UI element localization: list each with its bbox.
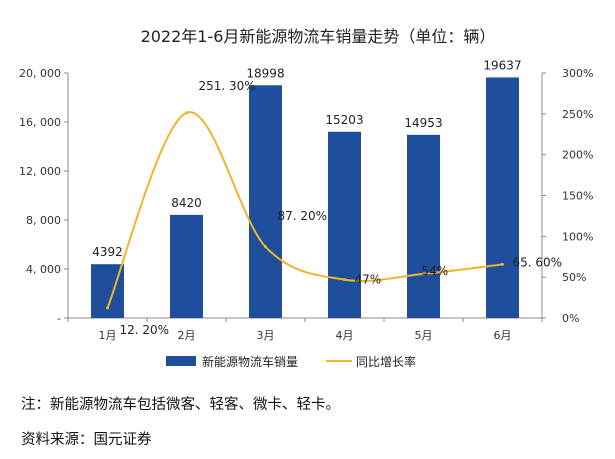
x-tick-label: 6月 [494, 329, 512, 342]
legend-bar-swatch [166, 356, 196, 366]
bar [170, 214, 203, 318]
y-right-tick-label: 250% [562, 108, 593, 121]
y-right-tick-label: 200% [562, 149, 593, 162]
y-right-tick-label: 50% [562, 271, 586, 284]
y-left-tick-label: 4, 000 [26, 263, 61, 276]
line-data-label: 47% [355, 273, 382, 287]
growth-rate-point [106, 306, 109, 310]
line-data-label: 54% [422, 264, 449, 278]
x-tick-label: 5月 [415, 329, 433, 342]
line-data-labels: 12. 20% 251. 30% 87. 20% 47% 54% 65. 60% [120, 79, 563, 337]
legend-line-label: 同比增长率 [356, 354, 416, 369]
growth-rate-point [501, 262, 504, 266]
y-left-tick-label: - [57, 312, 61, 325]
x-tick-label: 2月 [178, 329, 196, 342]
bar-series [91, 77, 519, 318]
chart-title: 2022年1-6月新能源物流车销量走势（单位：辆） [141, 27, 496, 46]
y-left-tick-label: 20, 000 [19, 67, 61, 80]
growth-rate-point [264, 245, 267, 249]
source-note: 资料来源：国元证券 [21, 432, 152, 448]
bar [328, 131, 361, 318]
growth-rate-point [185, 111, 188, 115]
bar-data-label: 14953 [404, 116, 442, 130]
y-left-tick-label: 16, 000 [19, 116, 61, 129]
line-data-label: 12. 20% [120, 323, 170, 337]
bar-data-labels: 4392 8420 18998 15203 14953 19637 [92, 58, 521, 259]
bar [407, 134, 440, 318]
bar-data-label: 8420 [171, 196, 202, 210]
y-right-tick-label: 300% [562, 67, 593, 80]
footnote: 注：新能源物流车包括微客、轻客、微卡、轻卡。 [21, 397, 340, 413]
legend-bar-label: 新能源物流车销量 [202, 354, 298, 369]
line-series [106, 111, 504, 310]
line-data-label: 251. 30% [199, 79, 256, 93]
y-left-tick-label: 12, 000 [19, 165, 61, 178]
y-left-tick-label: 8, 000 [26, 214, 61, 227]
y-right-tick-label: 0% [562, 312, 579, 325]
line-data-label: 87. 20% [278, 209, 328, 223]
growth-rate-point [422, 272, 425, 276]
bar-data-label: 4392 [92, 245, 123, 259]
bar [486, 77, 519, 318]
bar [249, 85, 282, 318]
y-right-tick-label: 150% [562, 190, 593, 203]
bar-data-label: 18998 [246, 66, 284, 80]
x-tick-label: 3月 [257, 329, 275, 342]
legend: 新能源物流车销量 同比增长率 [166, 354, 416, 369]
growth-rate-point [343, 278, 346, 282]
x-tick-label: 1月 [99, 329, 117, 342]
chart: 2022年1-6月新能源物流车销量走势（单位：辆） - 4, 000 8, 000 1… [19, 27, 593, 369]
line-data-label: 65. 60% [513, 255, 563, 269]
x-tick-label: 4月 [336, 329, 354, 342]
bar-data-label: 19637 [483, 58, 521, 72]
bar-data-label: 15203 [325, 113, 363, 127]
y-right-tick-label: 100% [562, 230, 593, 243]
